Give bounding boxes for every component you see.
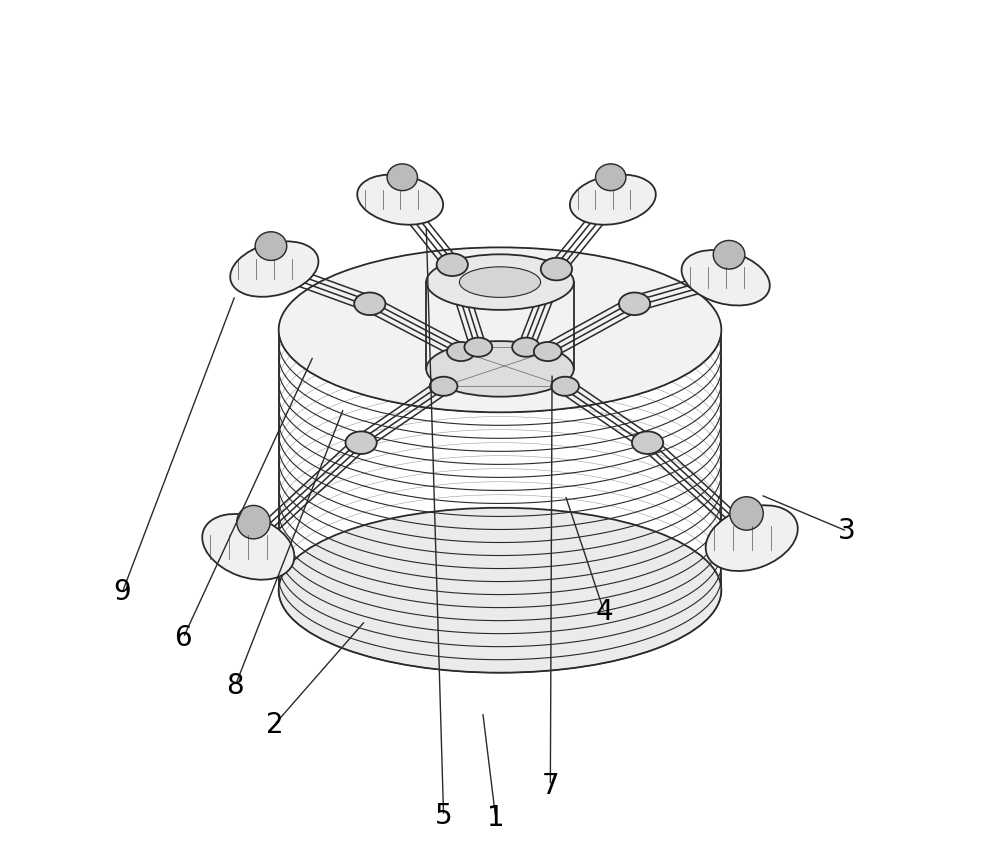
Text: 6: 6 — [174, 624, 192, 652]
Ellipse shape — [387, 164, 417, 191]
Ellipse shape — [426, 341, 574, 397]
Text: 5: 5 — [435, 802, 452, 830]
Ellipse shape — [459, 266, 541, 298]
Ellipse shape — [447, 342, 475, 361]
Text: 8: 8 — [226, 672, 244, 700]
Ellipse shape — [357, 174, 443, 225]
Text: 3: 3 — [838, 517, 856, 545]
Ellipse shape — [279, 247, 721, 412]
Ellipse shape — [534, 342, 562, 361]
Ellipse shape — [713, 240, 745, 269]
Ellipse shape — [512, 338, 540, 357]
Ellipse shape — [551, 377, 579, 396]
Text: 4: 4 — [595, 598, 613, 626]
Ellipse shape — [570, 174, 656, 225]
Ellipse shape — [464, 338, 492, 357]
Ellipse shape — [255, 232, 287, 260]
Ellipse shape — [279, 508, 721, 673]
Text: 1: 1 — [487, 804, 504, 832]
Ellipse shape — [541, 258, 572, 280]
Text: 9: 9 — [114, 578, 131, 606]
Ellipse shape — [437, 253, 468, 276]
Ellipse shape — [619, 293, 650, 315]
Ellipse shape — [426, 254, 574, 310]
Ellipse shape — [682, 250, 770, 306]
Ellipse shape — [730, 496, 763, 530]
Ellipse shape — [354, 293, 385, 315]
Text: 7: 7 — [542, 772, 559, 799]
Ellipse shape — [430, 377, 457, 396]
Ellipse shape — [230, 241, 318, 297]
Ellipse shape — [706, 505, 798, 571]
Ellipse shape — [237, 505, 270, 539]
Ellipse shape — [202, 514, 294, 580]
Ellipse shape — [596, 164, 626, 191]
Ellipse shape — [632, 431, 663, 454]
Text: 2: 2 — [266, 711, 283, 739]
Ellipse shape — [345, 431, 377, 454]
